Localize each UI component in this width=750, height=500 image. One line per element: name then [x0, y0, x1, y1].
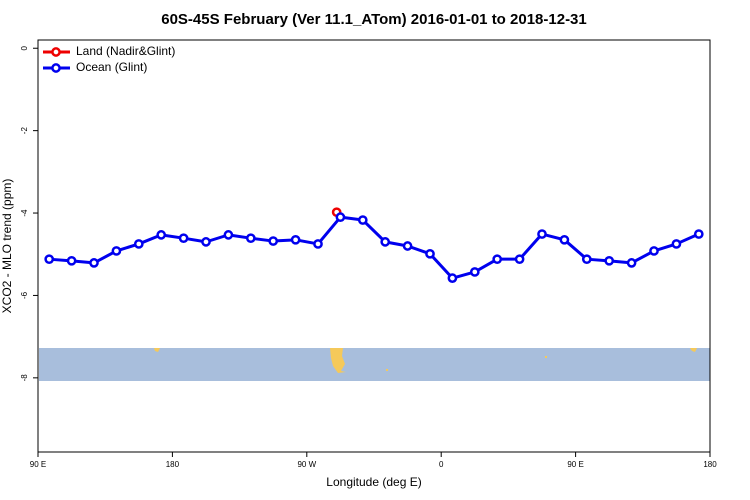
data-point: [693, 229, 704, 239]
data-point: [66, 255, 77, 266]
data-point: [357, 215, 368, 225]
data-point: [514, 254, 525, 265]
data-point: [245, 233, 256, 244]
x-tick-label: 90 W: [297, 460, 316, 469]
data-point: [156, 230, 167, 240]
legend-marker: [51, 63, 61, 73]
data-point: [469, 267, 480, 277]
y-tick-label: -2: [20, 127, 29, 135]
data-point: [133, 239, 144, 249]
data-point: [201, 237, 211, 247]
ocean-band: [39, 348, 710, 381]
data-point: [671, 239, 682, 249]
data-point: [268, 236, 279, 246]
legend-marker: [51, 47, 61, 57]
series-line: [49, 215, 700, 280]
data-point: [492, 254, 503, 265]
data-point: [380, 237, 391, 247]
y-tick-label: -6: [20, 291, 29, 299]
data-point: [559, 234, 570, 245]
legend-label: Land (Nadir&Glint): [76, 44, 175, 58]
data-point: [313, 239, 323, 249]
legend-label: Ocean (Glint): [76, 60, 147, 74]
x-tick-label: 0: [439, 460, 444, 469]
y-tick-label: 0: [20, 45, 29, 50]
x-axis-label: Longitude (deg E): [326, 475, 421, 489]
y-axis-label: XCO2 - MLO trend (ppm): [0, 179, 14, 314]
data-point: [402, 241, 413, 251]
data-point: [604, 255, 615, 266]
data-point: [537, 229, 547, 239]
data-point: [44, 254, 55, 265]
chart-title: 60S-45S February (Ver 11.1_ATom) 2016-01…: [161, 11, 587, 28]
land-mass: [330, 348, 346, 373]
data-point: [290, 234, 301, 245]
data-point: [111, 246, 122, 256]
data-point: [89, 258, 99, 268]
data-point: [626, 258, 637, 268]
data-point: [425, 248, 435, 259]
land-speck: [545, 356, 547, 358]
data-point: [581, 254, 592, 265]
data-point: [447, 273, 458, 283]
plot-frame: [37, 39, 711, 453]
data-point: [178, 233, 189, 244]
land-speck: [386, 369, 388, 371]
map-strip: [39, 348, 710, 381]
y-tick-label: -4: [20, 209, 29, 217]
land-speck: [690, 348, 697, 352]
x-tick-label: 90 E: [30, 460, 46, 469]
x-tick-label: 180: [703, 460, 717, 469]
x-tick-label: 90 E: [567, 460, 583, 469]
data-point: [335, 212, 346, 223]
data-point: [223, 230, 234, 240]
land-speck: [154, 348, 160, 352]
data-point: [649, 246, 659, 256]
x-tick-label: 180: [166, 460, 180, 469]
y-tick-label: -8: [20, 374, 29, 382]
